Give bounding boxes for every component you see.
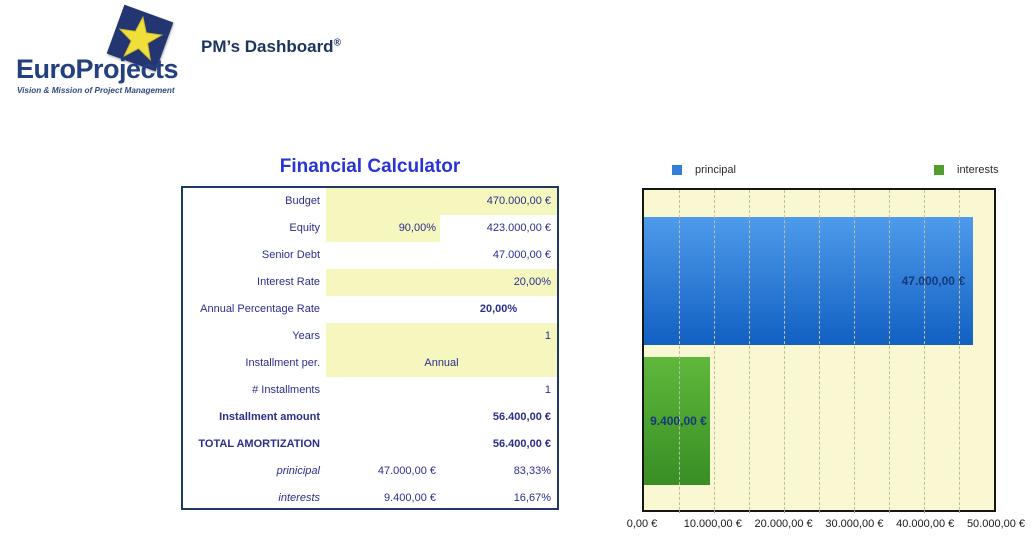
total-amortization-value: 56.400,00 € bbox=[492, 438, 551, 450]
row-installment-period: Installment per. Annual bbox=[183, 350, 557, 377]
gridline bbox=[784, 190, 785, 510]
principal-bar: 47.000,00 € bbox=[644, 216, 973, 345]
interest-rate-input[interactable]: 20,00% bbox=[440, 269, 557, 296]
x-axis-label: 40.000,00 € bbox=[896, 518, 955, 530]
registered-mark: ® bbox=[333, 37, 341, 49]
row-senior-debt: Senior Debt 47.000,00 € bbox=[183, 242, 557, 269]
row-principal: prinicipal 47.000,00 € 83,33% bbox=[183, 458, 557, 485]
apr-mid-cell bbox=[326, 296, 440, 323]
legend-swatch-principal bbox=[672, 165, 682, 175]
equity-value: 423.000,00 € bbox=[486, 222, 551, 234]
axis-tick bbox=[714, 510, 715, 513]
gridline bbox=[924, 190, 925, 510]
interest-rate-label: Interest Rate bbox=[257, 276, 320, 288]
star-icon bbox=[118, 15, 164, 62]
principal-percent: 83,33% bbox=[513, 465, 551, 477]
interests-label: interests bbox=[278, 492, 320, 504]
app-title-text: PM’s Dashboard bbox=[201, 37, 334, 56]
gridline bbox=[854, 190, 855, 510]
chart-plot-area: 47.000,00 € 9.400,00 € bbox=[642, 188, 996, 513]
row-equity: Equity 90,00% 423.000,00 € bbox=[183, 215, 557, 242]
principal-label: prinicipal bbox=[276, 465, 320, 477]
row-interests: interests 9.400,00 € 16,67% bbox=[183, 485, 557, 512]
axis-tick bbox=[749, 510, 750, 513]
interests-percent: 16,67% bbox=[513, 492, 551, 504]
equity-percent-input[interactable]: 90,00% bbox=[326, 215, 440, 242]
interests-bar: 9.400,00 € bbox=[644, 357, 710, 486]
row-total-amortization: TOTAL AMORTIZATION 56.400,00 € bbox=[183, 431, 557, 458]
principal-bar-label: 47.000,00 € bbox=[901, 273, 965, 288]
legend-label-interests: interests bbox=[957, 164, 999, 176]
interest-rate-mid-cell bbox=[326, 269, 440, 296]
row-years: Years 1 bbox=[183, 323, 557, 350]
amortization-chart: principal interests 47.000,00 € 9.400,00… bbox=[627, 160, 1025, 538]
equity-label: Equity bbox=[289, 222, 320, 234]
legend-item-principal: principal bbox=[672, 163, 736, 177]
axis-tick bbox=[889, 510, 890, 513]
years-label: Years bbox=[292, 330, 320, 342]
x-axis-label: 20.000,00 € bbox=[754, 518, 813, 530]
num-installments-value: 1 bbox=[544, 384, 551, 396]
logo-name: EuroProjects bbox=[16, 54, 179, 84]
row-budget: Budget 470.000,00 € bbox=[183, 188, 557, 215]
europrojects-logo: EuroProjects Vision & Mission of Project… bbox=[14, 4, 199, 99]
installment-amount-value: 56.400,00 € bbox=[492, 411, 551, 423]
row-apr: Annual Percentage Rate 20,00% bbox=[183, 296, 557, 323]
gridline bbox=[749, 190, 750, 510]
axis-tick bbox=[819, 510, 820, 513]
logo-diamond bbox=[106, 4, 174, 72]
interests-bar-label: 9.400,00 € bbox=[650, 414, 707, 429]
budget-label: Budget bbox=[285, 195, 320, 207]
chart-x-axis: 0,00 € 10.000,00 € 20.000,00 € 30.000,00 € 4… bbox=[627, 514, 1025, 536]
gridline bbox=[714, 190, 715, 510]
gridline bbox=[959, 190, 960, 510]
legend-item-interests: interests bbox=[934, 163, 999, 177]
axis-tick bbox=[924, 510, 925, 513]
axis-tick bbox=[679, 510, 680, 513]
years-input[interactable]: 1 bbox=[440, 323, 557, 350]
axis-tick bbox=[959, 510, 960, 513]
x-axis-label: 50.000,00 € bbox=[966, 518, 1026, 530]
budget-mid-cell bbox=[326, 188, 440, 215]
installment-amount-mid-cell bbox=[326, 404, 440, 431]
num-installments-label: # Installments bbox=[252, 384, 320, 396]
installment-period-input[interactable]: Annual bbox=[326, 350, 557, 377]
senior-debt-label: Senior Debt bbox=[261, 249, 320, 261]
row-num-installments: # Installments 1 bbox=[183, 377, 557, 404]
calculator-title: Financial Calculator bbox=[279, 156, 461, 177]
row-interest-rate: Interest Rate 20,00% bbox=[183, 269, 557, 296]
total-amortization-mid-cell bbox=[326, 431, 440, 458]
budget-input[interactable]: 470.000,00 € bbox=[440, 188, 557, 215]
senior-debt-mid-cell bbox=[326, 242, 440, 269]
financial-calculator-table: Budget 470.000,00 € Equity 90,00% 423.00… bbox=[181, 186, 559, 510]
axis-tick bbox=[784, 510, 785, 513]
axis-tick bbox=[854, 510, 855, 513]
app-title: PM’s Dashboard® bbox=[201, 37, 341, 57]
total-amortization-label: TOTAL AMORTIZATION bbox=[198, 438, 320, 450]
gridline bbox=[889, 190, 890, 510]
legend-swatch-interests bbox=[934, 165, 944, 175]
interests-amount: 9.400,00 € bbox=[384, 492, 436, 504]
years-mid-cell bbox=[326, 323, 440, 350]
legend-label-principal: principal bbox=[695, 164, 736, 176]
x-axis-label: 10.000,00 € bbox=[683, 518, 742, 530]
installment-period-label: Installment per. bbox=[245, 357, 320, 369]
gridline bbox=[679, 190, 680, 510]
x-axis-label: 30.000,00 € bbox=[825, 518, 884, 530]
senior-debt-value: 47.000,00 € bbox=[492, 249, 551, 261]
principal-amount: 47.000,00 € bbox=[377, 465, 436, 477]
x-axis-label: 0,00 € bbox=[626, 518, 658, 530]
num-installments-mid-cell bbox=[326, 377, 440, 404]
logo-tagline: Vision & Mission of Project Management bbox=[17, 86, 175, 95]
installment-amount-label: Installment amount bbox=[219, 411, 320, 423]
apr-label: Annual Percentage Rate bbox=[200, 303, 320, 315]
apr-value: 20,00% bbox=[479, 303, 518, 315]
row-installment-amount: Installment amount 56.400,00 € bbox=[183, 404, 557, 431]
gridline bbox=[819, 190, 820, 510]
